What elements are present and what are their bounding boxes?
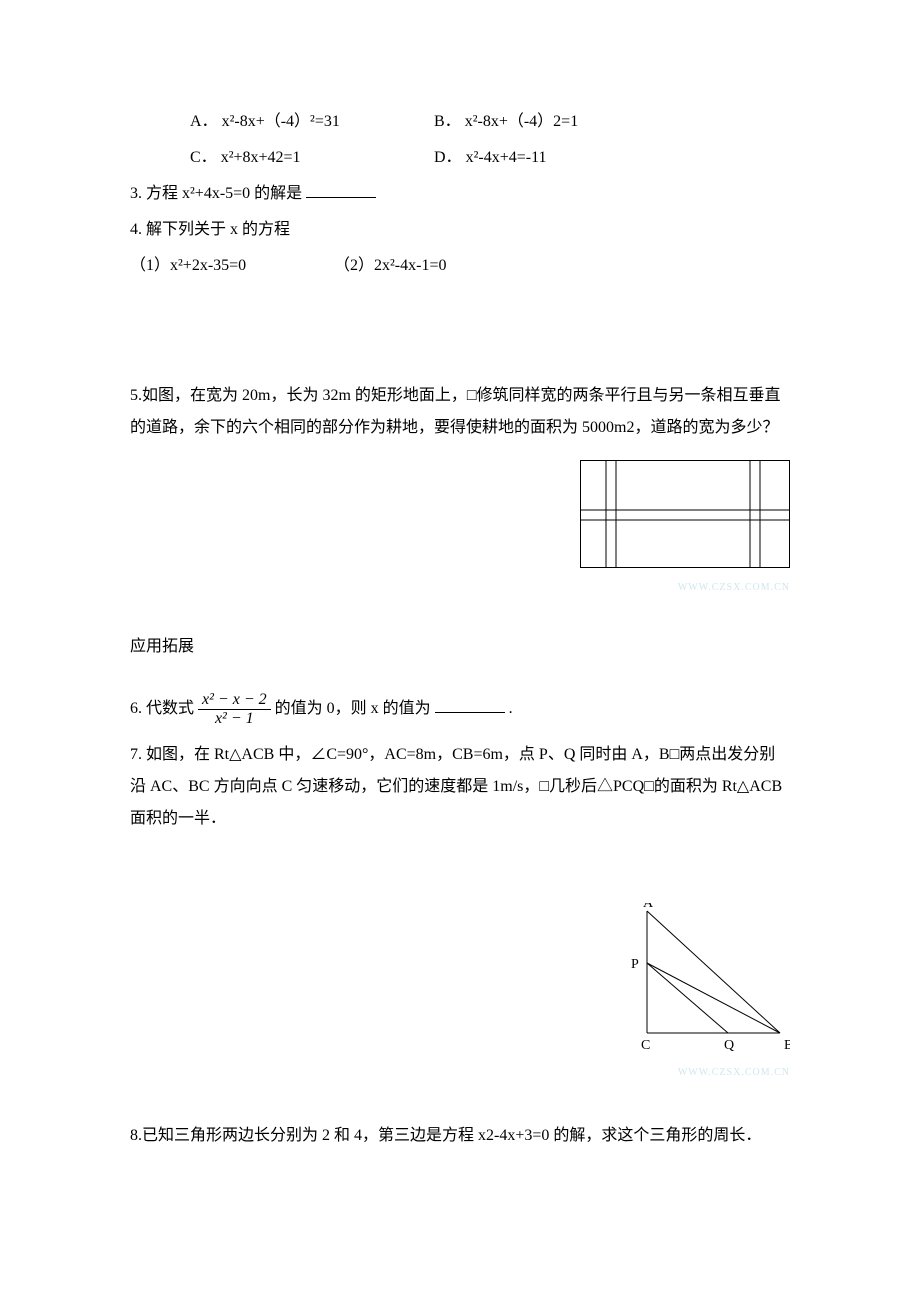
option-row-ab: A． x²-8x+（-4）²=31 B． x²-8x+（-4）2=1 [190,110,790,134]
question-8-text: 8.已知三角形两边长分别为 2 和 4，第三边是方程 x2-4x+3=0 的解，… [130,1120,790,1152]
page: A． x²-8x+（-4）²=31 B． x²-8x+（-4）2=1 C． x²… [0,0,920,1302]
question-4-part2: （2）2x²-4x-1=0 [334,257,446,274]
question-4-part1: （1）x²+2x-35=0 [130,254,330,278]
question-6-suffix: . [509,700,513,717]
option-a-text: x²-8x+（-4）²=31 [222,113,340,130]
fraction-q6-num: x² − x − 2 [198,691,271,710]
question-6: 6. 代数式 x² − x − 2 x² − 1 的值为 0，则 x 的值为 . [130,691,790,727]
q5-svg [580,460,790,568]
question-3: 3. 方程 x²+4x-5=0 的解是 [130,182,790,206]
option-c-label: C． [190,149,217,166]
q7-svg: A P C Q B [610,903,790,1053]
watermark-q5: WWW.CZSX.COM.CN [580,580,790,595]
option-row-cd: C． x²+8x+42=1 D． x²-4x+4=-11 [190,146,790,170]
question-6-mid: 的值为 0，则 x 的值为 [275,700,431,717]
figure-q5: WWW.CZSX.COM.CN [580,460,790,595]
question-4-title: 4. 解下列关于 x 的方程 [130,218,790,242]
svg-text:C: C [641,1038,650,1053]
option-c-text: x²+8x+42=1 [221,149,301,166]
fraction-q6-den: x² − 1 [198,710,271,728]
fraction-q6: x² − x − 2 x² − 1 [198,691,271,727]
option-d-text: x²-4x+4=-11 [466,149,547,166]
svg-text:Q: Q [724,1038,734,1053]
blank-q3 [306,197,376,198]
figure-q7: A P C Q B WWW.CZSX.COM.CN [610,903,790,1080]
option-b-text: x²-8x+（-4）2=1 [465,113,579,130]
question-3-text: 3. 方程 x²+4x-5=0 的解是 [130,185,302,202]
option-a-label: A． [190,113,218,130]
svg-text:A: A [643,903,654,911]
question-6-prefix: 6. 代数式 [130,700,198,717]
svg-text:B: B [784,1038,790,1053]
question-7-text: 7. 如图，在 Rt△ACB 中，∠C=90°，AC=8m，CB=6m，点 P、… [130,739,790,835]
watermark-q7: WWW.CZSX.COM.CN [610,1065,790,1080]
blank-q6 [435,712,505,713]
option-b: B． x²-8x+（-4）2=1 [434,110,578,134]
option-d: D． x²-4x+4=-11 [434,146,546,170]
question-5-text: 5.如图，在宽为 20m，长为 32m 的矩形地面上，□修筑同样宽的两条平行且与… [130,380,790,444]
section-title: 应用拓展 [130,635,790,659]
option-d-label: D． [434,149,462,166]
figure-q7-wrap: A P C Q B WWW.CZSX.COM.CN [130,903,790,1080]
option-c: C． x²+8x+42=1 [190,146,430,170]
option-a: A． x²-8x+（-4）²=31 [190,110,430,134]
svg-text:P: P [631,957,639,972]
question-4-parts: （1）x²+2x-35=0 （2）2x²-4x-1=0 [130,254,790,278]
option-b-label: B． [434,113,461,130]
figure-q5-wrap: WWW.CZSX.COM.CN [130,460,790,595]
